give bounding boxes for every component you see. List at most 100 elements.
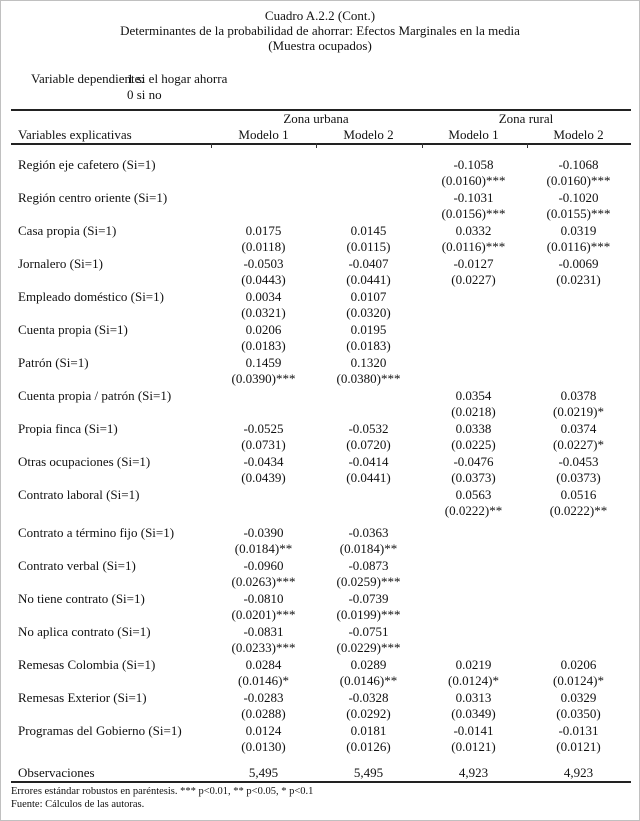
coefficient-cell: 0.0219 (0.0124)*	[421, 657, 526, 689]
coefficient-value: 0.0195	[350, 322, 387, 337]
standard-error: (0.0155)***	[546, 206, 611, 221]
coefficient-cell: 0.0034 (0.0321)	[211, 289, 316, 321]
column-divider-tick	[527, 143, 528, 148]
column-header-rural-modelo-2: Modelo 2	[553, 127, 604, 142]
standard-error: (0.0233)***	[231, 640, 296, 655]
standard-error: (0.0146)**	[339, 673, 398, 688]
standard-error	[211, 206, 316, 222]
table-top-rule	[11, 109, 631, 111]
coefficient-cell: -0.0127 (0.0227)	[421, 256, 526, 288]
coefficient-cell: -0.0503 (0.0443)	[211, 256, 316, 288]
coefficient-cell: -0.0363 (0.0184)**	[316, 525, 421, 557]
footnote-source: Fuente: Cálculos de las autoras.	[11, 799, 145, 810]
coefficient-cell: 0.0124 (0.0130)	[211, 723, 316, 755]
row-label: Otras ocupaciones (Si=1)	[18, 454, 151, 469]
coefficient-value: 0.0338	[455, 421, 492, 436]
standard-error: (0.0118)	[241, 239, 286, 254]
row-label: Programas del Gobierno (Si=1)	[18, 723, 182, 738]
row-label: Región eje cafetero (Si=1)	[18, 157, 156, 172]
coefficient-cell	[421, 355, 526, 387]
row-label: Casa propia (Si=1)	[18, 223, 117, 238]
coefficient-cell: -0.0390 (0.0184)**	[211, 525, 316, 557]
row-label: Remesas Exterior (Si=1)	[18, 690, 147, 705]
column-divider-tick	[211, 143, 212, 148]
standard-error: (0.0320)	[346, 305, 391, 320]
coefficient-value: -0.0131	[558, 723, 599, 738]
dependent-variable-block: Variable dependiente: 1 si el hogar ahor…	[1, 71, 639, 104]
standard-error: (0.0199)***	[336, 607, 401, 622]
coefficient-cell	[316, 388, 421, 420]
observations-urbana-modelo-2: 5,495	[353, 765, 384, 780]
standard-error	[421, 541, 526, 557]
coefficient-value: -0.1058	[453, 157, 494, 172]
table-row: Patrón (Si=1) 0.1459 (0.0390)*** 0.1320 (0.0…	[11, 355, 631, 387]
row-label: Empleado doméstico (Si=1)	[18, 289, 164, 304]
standard-error: (0.0373)	[556, 470, 601, 485]
coefficient-value: -0.0390	[243, 525, 284, 540]
coefficient-value	[211, 190, 316, 206]
coefficient-value: 0.0329	[560, 690, 597, 705]
standard-error	[211, 173, 316, 189]
standard-error	[526, 574, 631, 590]
column-divider-tick	[422, 143, 423, 148]
coefficient-cell: -0.0069 (0.0231)	[526, 256, 631, 288]
coefficient-cell: 0.1320 (0.0380)***	[316, 355, 421, 387]
row-label: Contrato verbal (Si=1)	[18, 558, 136, 573]
coefficient-value: -0.0453	[558, 454, 599, 469]
coefficient-value: 0.0354	[455, 388, 492, 403]
standard-error: (0.0259)***	[336, 574, 401, 589]
coefficient-value: 0.0175	[245, 223, 282, 238]
row-label: Patrón (Si=1)	[18, 355, 89, 370]
coefficient-cell: -0.0141 (0.0121)	[421, 723, 526, 755]
table-row: No aplica contrato (Si=1) -0.0831 (0.0233)…	[11, 624, 631, 656]
coefficient-cell: 0.0195 (0.0183)	[316, 322, 421, 354]
standard-error	[526, 338, 631, 354]
standard-error	[526, 541, 631, 557]
table-row: Casa propia (Si=1) 0.0175 (0.0118) 0.0145 (0…	[11, 223, 631, 255]
coefficient-cell: 0.0329 (0.0350)	[526, 690, 631, 722]
coefficient-cell: 0.0319 (0.0116)***	[526, 223, 631, 255]
coefficient-cell	[526, 525, 631, 557]
coefficient-value: -0.0407	[348, 256, 389, 271]
standard-error: (0.0288)	[241, 706, 286, 721]
observations-label: Observaciones	[18, 765, 95, 780]
observations-rural-modelo-2: 4,923	[563, 765, 594, 780]
standard-error: (0.0720)	[346, 437, 391, 452]
coefficient-value: -0.0328	[348, 690, 389, 705]
standard-error: (0.0184)**	[234, 541, 293, 556]
standard-error: (0.0227)*	[553, 437, 604, 452]
coefficient-value	[211, 487, 316, 503]
standard-error: (0.0441)	[346, 470, 391, 485]
standard-error: (0.0146)*	[238, 673, 289, 688]
coefficient-cell: -0.0960 (0.0263)***	[211, 558, 316, 590]
row-label: Cuenta propia / patrón (Si=1)	[18, 388, 172, 403]
coefficient-cell	[211, 157, 316, 189]
coefficient-value: 0.0516	[560, 487, 597, 502]
coefficient-value: 0.0289	[350, 657, 387, 672]
coefficient-cell: 0.0332 (0.0116)***	[421, 223, 526, 255]
standard-error: (0.0229)***	[336, 640, 401, 655]
coefficient-cell: -0.1058 (0.0160)***	[421, 157, 526, 189]
coefficient-cell: 0.0206 (0.0124)*	[526, 657, 631, 689]
table-row: Cuenta propia (Si=1) 0.0206 (0.0183) 0.0195…	[11, 322, 631, 354]
coefficient-value: -0.0283	[243, 690, 284, 705]
standard-error: (0.0160)***	[546, 173, 611, 188]
coefficient-cell	[211, 388, 316, 420]
standard-error: (0.0231)	[556, 272, 601, 287]
coefficient-cell: 0.0145 (0.0115)	[316, 223, 421, 255]
dependent-variable-value-1: 1 si el hogar ahorra	[127, 71, 228, 86]
coefficient-cell: -0.0739 (0.0199)***	[316, 591, 421, 623]
coefficient-cell	[421, 289, 526, 321]
results-table: Zona urbana Zona rural Variables explica…	[11, 109, 631, 783]
standard-error: (0.0292)	[346, 706, 391, 721]
standard-error	[316, 206, 421, 222]
table-row: Cuenta propia / patrón (Si=1) 0.0354 (0.02…	[11, 388, 631, 420]
coefficient-cell: -0.0525 (0.0731)	[211, 421, 316, 453]
coefficient-value: 0.0206	[245, 322, 282, 337]
coefficient-cell	[211, 190, 316, 222]
coefficient-value	[526, 355, 631, 371]
coefficient-value: -0.0434	[243, 454, 284, 469]
standard-error: (0.0731)	[241, 437, 286, 452]
standard-error	[526, 371, 631, 387]
coefficient-value	[211, 388, 316, 404]
